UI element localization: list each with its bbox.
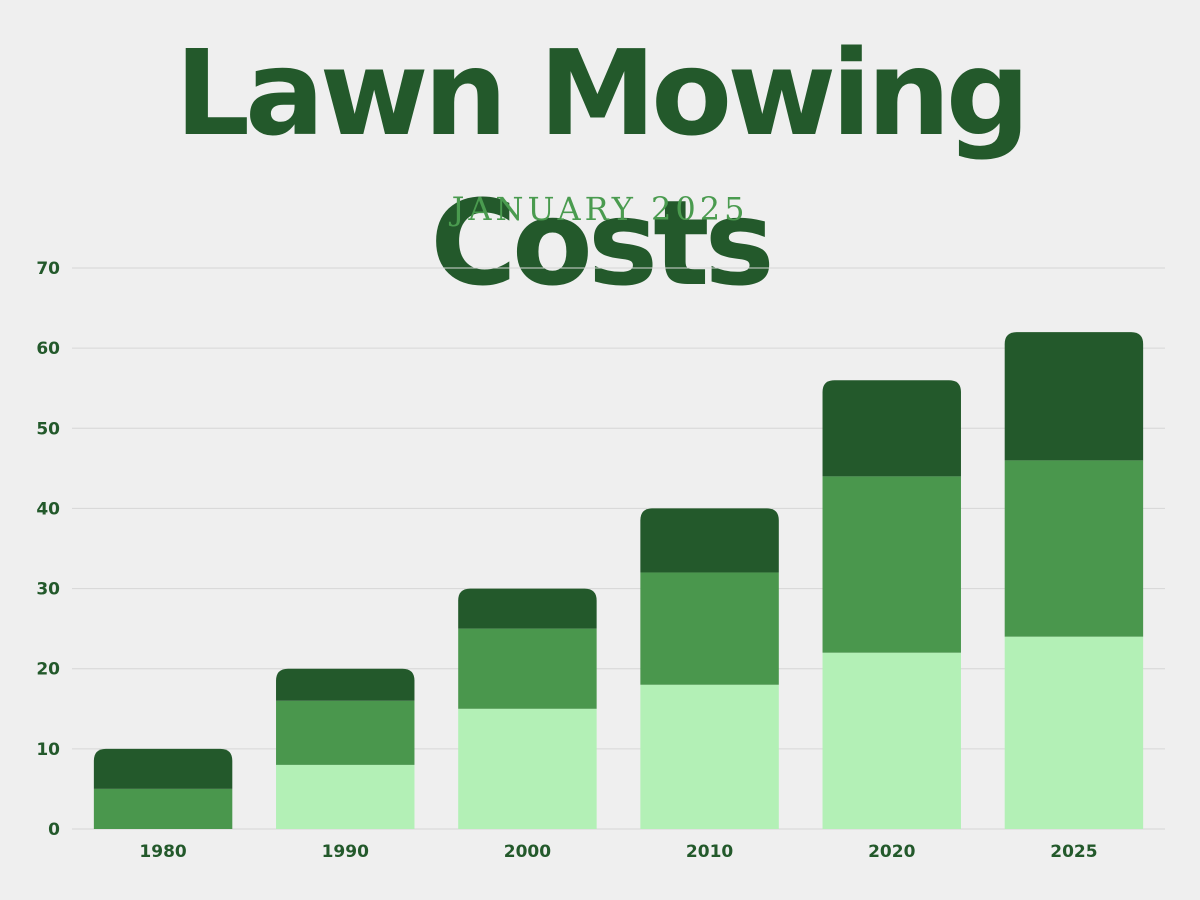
y-tick-label: 20 [36, 660, 60, 680]
y-tick-label: 10 [36, 740, 60, 760]
bar-segment [640, 572, 779, 685]
bar-segment [1004, 636, 1144, 829]
y-tick-label: 30 [36, 580, 60, 600]
chart-title: Lawn Mowing Costs [174, 24, 1030, 312]
bar-segment [458, 708, 597, 829]
bar-segment [93, 788, 233, 829]
x-tick-label: 2025 [1050, 842, 1097, 862]
y-tick-label: 0 [48, 820, 60, 840]
bar-segment [1004, 332, 1144, 461]
x-tick-label: 2000 [504, 842, 551, 862]
y-tick-label: 70 [36, 259, 60, 279]
bar-segment [93, 748, 233, 789]
bars [93, 332, 1144, 829]
gridlines [72, 267, 1165, 830]
bar-segment [276, 700, 415, 765]
y-tick-label: 60 [36, 339, 60, 359]
bar-segment [1004, 460, 1144, 637]
bar-segment [458, 628, 597, 709]
bar-segment [640, 508, 779, 573]
x-tick-label: 2020 [868, 842, 915, 862]
bar-segment [822, 476, 961, 653]
bar-segment [276, 764, 415, 829]
bar-segment [276, 668, 415, 701]
x-tick-label: 1980 [139, 842, 186, 862]
bar-segment [640, 684, 779, 829]
y-tick-label: 40 [36, 499, 60, 519]
x-tick-label: 1990 [322, 842, 369, 862]
x-axis: 1980 1990 2000 2010 2020 2025 [139, 842, 1097, 862]
bar-segment [458, 588, 597, 629]
y-axis: 0 10 20 30 40 50 60 70 [36, 259, 60, 840]
x-tick-label: 2010 [686, 842, 733, 862]
bar-segment [822, 380, 961, 477]
bar-segment [822, 652, 961, 829]
y-tick-label: 50 [36, 419, 60, 439]
chart-subtitle: JANUARY 2025 [451, 190, 749, 228]
